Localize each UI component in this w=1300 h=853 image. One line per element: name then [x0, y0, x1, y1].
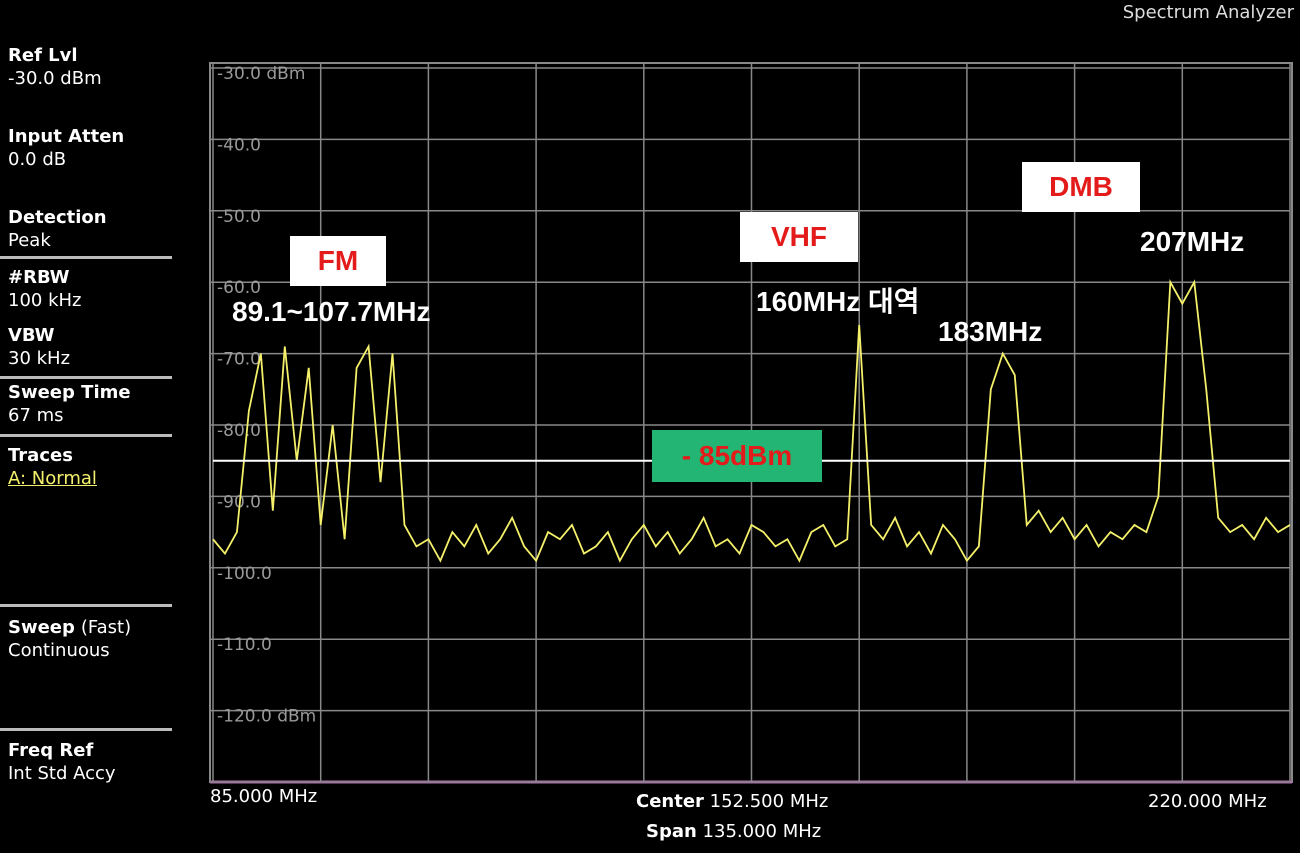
- separator: [0, 376, 172, 379]
- band-tag: DMB: [1022, 162, 1140, 212]
- span-label: Span: [646, 821, 697, 842]
- band-tag: VHF: [740, 212, 858, 262]
- app-title: Spectrum Analyzer: [1122, 2, 1294, 23]
- setting: Sweep Time 67 ms: [8, 381, 131, 427]
- center-label: Center: [636, 791, 704, 812]
- y-tick-label: -50.0: [217, 207, 261, 227]
- stop-freq: 220.000 MHz: [1148, 791, 1267, 812]
- setting-label: Detection: [8, 207, 107, 228]
- setting-value: Continuous: [8, 640, 110, 661]
- setting: Sweep (Fast) Continuous: [8, 616, 131, 662]
- setting: Ref Lvl -30.0 dBm: [8, 44, 102, 90]
- setting-label: Ref Lvl: [8, 45, 78, 66]
- band-tag: FM: [290, 236, 386, 286]
- y-tick-label: -40.0: [217, 135, 261, 155]
- setting-label: VBW: [8, 325, 55, 346]
- setting-value: Peak: [8, 230, 51, 251]
- separator: [0, 434, 172, 437]
- setting: Traces A: Normal: [8, 444, 97, 490]
- band-note: 160MHz 대역: [756, 286, 920, 317]
- setting-extra: (Fast): [80, 617, 132, 638]
- band-note: 183MHz: [938, 316, 1043, 347]
- setting-label: Traces: [8, 445, 73, 466]
- setting-label: Sweep Time: [8, 382, 131, 403]
- setting: Input Atten 0.0 dB: [8, 125, 124, 171]
- setting: #RBW 100 kHz: [8, 266, 82, 312]
- setting-label: Input Atten: [8, 126, 125, 147]
- reference-label: - 85dBm: [652, 430, 822, 482]
- setting: Detection Peak: [8, 206, 107, 252]
- setting-label: #RBW: [8, 267, 70, 288]
- span: Span 135.000 MHz: [646, 820, 821, 843]
- separator: [0, 256, 172, 259]
- setting-label: Sweep: [8, 617, 75, 638]
- separator: [0, 604, 172, 607]
- setting-value: 100 kHz: [8, 290, 82, 311]
- y-tick-label: -70.0: [217, 350, 261, 370]
- trace: [212, 279, 1291, 563]
- setting: VBW 30 kHz: [8, 324, 70, 370]
- setting: Freq Ref Int Std Accy: [8, 739, 116, 785]
- y-tick-label: -110.0: [217, 635, 272, 655]
- setting-value: 0.0 dB: [8, 149, 67, 170]
- setting-value: Int Std Accy: [8, 763, 116, 784]
- y-tick-label: -100.0: [217, 564, 272, 584]
- y-tick-label: -80.0: [217, 421, 261, 441]
- start-freq: 85.000 MHz: [210, 786, 318, 807]
- setting-label: Freq Ref: [8, 740, 94, 761]
- y-tick-label: -120.0 dBm: [217, 707, 316, 727]
- center-freq: Center 152.500 MHz: [636, 790, 828, 813]
- center-value: 152.500 MHz: [709, 791, 829, 812]
- band-note: 207MHz: [1140, 226, 1245, 257]
- span-value: 135.000 MHz: [702, 821, 822, 842]
- setting-value: 30 kHz: [8, 348, 71, 369]
- band-note: 89.1~107.7MHz: [232, 296, 431, 327]
- separator: [0, 728, 172, 731]
- y-tick-label: -30.0 dBm: [217, 64, 305, 84]
- setting-value: A: Normal: [8, 468, 97, 489]
- y-tick-label: -60.0: [217, 278, 261, 298]
- setting-value: 67 ms: [8, 405, 64, 426]
- setting-value: -30.0 dBm: [8, 68, 102, 89]
